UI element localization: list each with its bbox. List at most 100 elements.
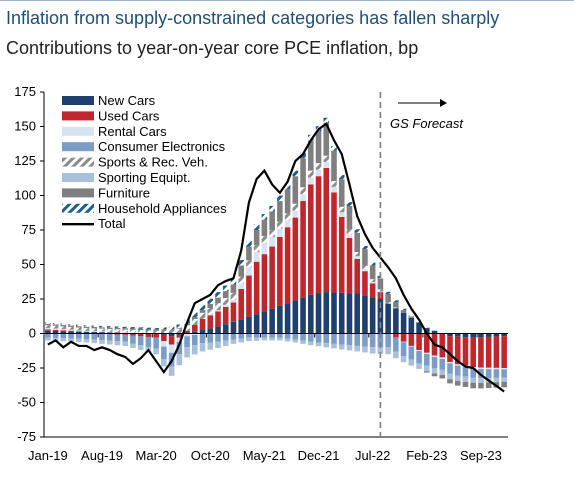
bar-segment [176,328,183,334]
bar-segment [277,201,283,222]
bar-segment [207,303,214,308]
bar-segment [439,375,446,379]
bar-segment [99,334,105,341]
bar-segment [168,344,175,353]
bar-segment [338,292,345,334]
bar-segment [168,336,175,345]
bar-segment [300,340,306,344]
bar-segment [106,327,113,329]
bar-segment [354,345,360,352]
bar-segment [230,339,237,344]
bar-segment [68,330,74,332]
bar-segment [393,308,399,334]
x-tick-label: Feb-23 [406,448,447,463]
bar-segment [52,330,59,334]
bar-segment [439,358,446,370]
bar-segment [45,327,51,330]
bar-segment [331,186,337,193]
bar-segment [362,346,368,353]
bar-segment [323,122,330,156]
bar-segment [416,322,422,334]
bar-segment [501,377,507,382]
bar-segment [145,329,152,331]
bar-segment [122,332,128,333]
y-tick-label: 125 [14,153,36,168]
bar-segment [83,330,90,332]
bar-segment [45,325,51,328]
bar-segment [393,337,399,352]
bar-segment [114,327,121,330]
bar-segment [246,246,252,261]
bar-segment [346,293,353,334]
bar-segment [91,325,98,327]
bar-segment [393,351,399,359]
bar-segment [485,336,492,368]
bar-segment [91,333,98,340]
bar-segment [238,338,244,343]
bar-segment [222,304,229,307]
top-rule [0,0,574,1]
bar-segment [76,333,82,339]
bar-segment [68,324,74,326]
bar-segment [145,327,152,330]
bar-segment [277,195,283,202]
bar-segment [168,326,175,330]
bar-segment [230,284,237,293]
bar-segment [176,334,183,338]
bar-segment [207,328,214,334]
forecast-label: GS Forecast [390,116,464,131]
total-line [47,122,505,393]
bar-segment [45,330,51,334]
x-tick-label: Mar-20 [136,448,177,463]
bar-segment [60,323,67,325]
x-tick-label: Jan-19 [28,448,68,463]
bar-segment [68,331,74,334]
bar-segment [215,292,221,298]
bar-segment [184,325,190,331]
bar-segment [184,336,190,348]
bar-segment [400,310,407,313]
bar-segment [424,352,430,354]
legend-swatch [62,173,94,182]
bar-segment [161,333,167,335]
bar-segment [369,281,376,284]
bar-segment [60,338,67,342]
bar-segment [261,311,268,334]
y-tick-label: -75 [17,429,36,444]
bar-segment [91,328,98,332]
bar-segment [52,323,59,325]
bar-segment [478,333,484,338]
bar-segment [277,228,283,237]
bar-segment [300,187,306,195]
bar-segment [106,334,113,341]
bar-segment [230,321,237,334]
bar-segment [338,175,345,180]
bar-segment [346,229,353,235]
bar-segment [199,330,206,334]
bar-segment [400,342,407,357]
bar-segment [45,322,51,324]
bar-segment [284,303,291,334]
bar-segment [284,183,291,190]
bar-segment [83,328,90,331]
bar-segment [122,334,128,342]
bar-segment [385,333,391,348]
bar-segment [45,337,51,341]
bar-segment [161,341,167,347]
bar-segment [269,205,275,212]
bar-segment [230,292,237,300]
y-tick-label: 50 [22,257,36,272]
bar-segment [470,382,476,389]
bar-segment [338,179,345,207]
bar-segment [222,340,229,346]
bar-segment [230,299,237,303]
bar-segment [323,161,330,168]
bar-segment [377,291,384,293]
bar-segment [454,365,461,376]
bar-segment [215,326,221,334]
bar-segment [462,337,469,366]
bar-segment [76,327,82,331]
bar-segment [315,176,322,294]
bar-segment [315,342,322,347]
bar-segment [68,329,74,331]
